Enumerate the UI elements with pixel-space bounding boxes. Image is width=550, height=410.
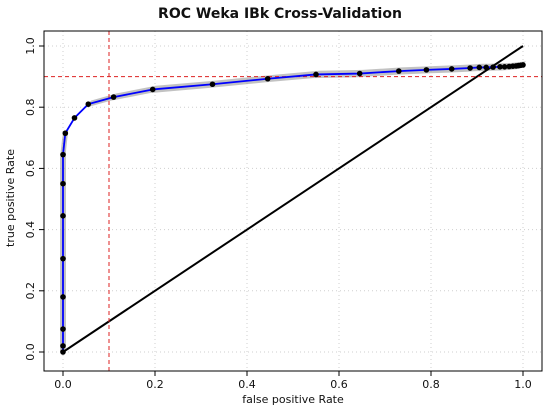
roc-point-1 [60,343,66,349]
roc-point-19 [448,66,455,72]
x-tick-label-5: 1.0 [514,378,532,391]
roc-point-17 [396,68,402,74]
reference-diagonal [62,45,524,353]
roc-point-31 [520,62,526,68]
roc-point-3 [60,294,66,300]
roc-point-11 [110,94,117,100]
x-tick-label-1: 0.2 [146,378,164,391]
x-axis-label: false positive Rate [242,393,344,406]
roc-point-2 [60,326,66,332]
x-tick-label-0: 0.0 [54,378,72,391]
chart-title: ROC Weka IBk Cross-Validation [158,6,402,22]
roc-point-9 [71,115,78,121]
plot-frame [43,30,543,372]
y-tick-label-4: 0.8 [24,98,37,116]
y-tick-label-1: 0.2 [24,282,37,300]
roc-point-10 [85,101,92,107]
y-tick-label-5: 1.0 [24,37,37,55]
roc-point-7 [60,151,66,158]
roc-point-13 [209,81,216,88]
x-tick-label-4: 0.8 [422,378,440,391]
roc-point-24 [497,64,503,70]
roc-point-22 [483,64,490,71]
x-tick-label-3: 0.6 [330,378,348,391]
y-tick-label-0: 0.0 [24,343,37,361]
roc-point-5 [60,213,66,219]
roc-point-12 [149,86,156,93]
roc-point-6 [60,180,66,187]
roc-point-23 [490,64,496,70]
y-axis-label: true positive Rate [4,149,17,247]
roc-point-8 [62,130,69,137]
roc-point-4 [60,255,66,262]
y-tick-label-2: 0.4 [24,221,37,239]
roc-point-0 [60,349,66,355]
x-tick-label-2: 0.4 [238,378,256,391]
plot-area: 0.0 0.2 0.4 0.6 0.8 1.0 0.0 0.2 0.4 0.6 0.8 1.0 [24,30,543,391]
roc-point-14 [264,75,271,82]
y-tick-label-3: 0.6 [24,160,37,178]
roc-point-16 [356,70,363,77]
roc-point-18 [423,67,430,73]
roc-point-21 [476,64,483,71]
roc-point-20 [467,65,473,71]
roc-point-15 [313,71,319,78]
roc-point-25 [501,64,508,70]
